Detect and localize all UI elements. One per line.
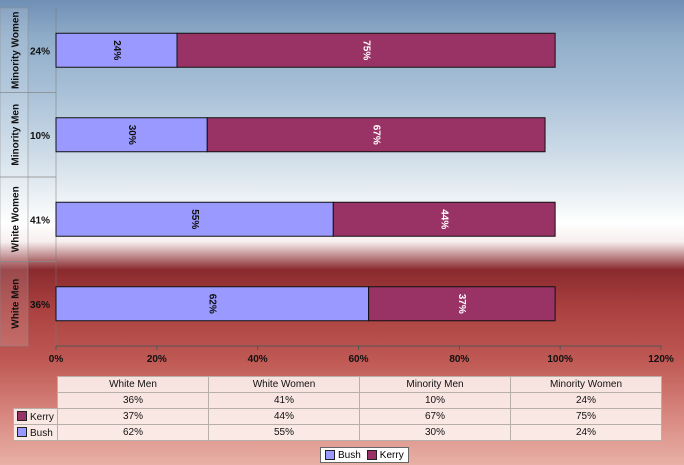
table-header-cell: Minority Women <box>510 376 662 393</box>
kerry-bar <box>332 201 556 237</box>
bush-bar <box>55 201 334 237</box>
table-row: Kerry 37% 44% 67% 75% <box>13 408 662 425</box>
kerry-legend-swatch-icon <box>366 450 377 460</box>
table-row: Bush 62% 55% 30% 24% <box>13 424 662 441</box>
bar-data-label: 67% <box>371 125 382 145</box>
table-cell: 75% <box>510 408 662 425</box>
category-label: White Men <box>11 279 22 329</box>
table-cell: 24% <box>510 424 662 441</box>
bar-data-label: 55% <box>189 209 200 229</box>
chart-legend: Bush Kerry <box>320 447 409 463</box>
stacked-bar-chart: 0% 20% 40% 60% 80% 100% 120% Minority Women 24% 2… <box>0 7 674 365</box>
legend-item-kerry: Kerry <box>366 449 404 461</box>
category-share-label: 24% <box>30 46 50 57</box>
table-cell: 44% <box>208 408 360 425</box>
table-header-cell: White Women <box>208 376 360 393</box>
kerry-bar <box>176 32 556 68</box>
data-table: White Men White Women Minority Men Minor… <box>13 376 662 441</box>
bush-bar <box>55 286 370 322</box>
table-row: 36% 41% 10% 24% <box>14 392 662 409</box>
legend-label: Bush <box>338 449 361 461</box>
table-cell: 36% <box>57 392 209 409</box>
row-label: Kerry <box>30 411 54 423</box>
x-tick-label: 80% <box>449 354 469 365</box>
table-header-row: White Men White Women Minority Men Minor… <box>14 376 662 393</box>
bar-data-label: 24% <box>111 40 122 60</box>
table-row-header-bush: Bush <box>13 424 58 441</box>
kerry-swatch-icon <box>17 410 27 421</box>
table-cell: 62% <box>57 424 209 441</box>
bush-legend-swatch-icon <box>325 450 335 460</box>
table-cell: 37% <box>57 408 209 425</box>
table-cell: 55% <box>208 424 360 441</box>
bar-data-label: 44% <box>439 209 450 229</box>
table-cell: 67% <box>359 408 511 425</box>
kerry-bar <box>368 286 556 322</box>
x-tick-label: 20% <box>147 354 167 365</box>
category-share-label: 36% <box>30 300 50 311</box>
category-share-label: 10% <box>30 131 50 142</box>
table-cell: 24% <box>510 392 662 409</box>
bush-bar <box>55 117 208 153</box>
bar-data-label: 30% <box>126 125 137 145</box>
bar-data-label: 75% <box>360 40 371 60</box>
bar-data-label: 62% <box>207 294 218 314</box>
row-label: Bush <box>30 427 53 439</box>
category-label: Minority Women <box>11 11 22 89</box>
x-tick-label: 40% <box>248 354 268 365</box>
table-header-cell: Minority Men <box>359 376 511 393</box>
kerry-bar <box>206 117 546 153</box>
table-header-cell: White Men <box>57 376 209 393</box>
table-cell: 41% <box>208 392 360 409</box>
category-label: White Women <box>11 186 22 252</box>
x-tick-label: 100% <box>547 354 573 365</box>
bush-swatch-icon <box>17 426 27 437</box>
table-cell: 30% <box>359 424 511 441</box>
x-tick-label: 0% <box>49 354 64 365</box>
legend-label: Kerry <box>379 449 404 461</box>
table-cell: 10% <box>359 392 511 409</box>
category-share-label: 41% <box>30 215 50 226</box>
category-label: Minority Men <box>11 104 22 166</box>
bar-data-label: 37% <box>456 294 467 314</box>
x-tick-label: 120% <box>648 354 674 365</box>
x-tick-label: 60% <box>348 354 368 365</box>
legend-item-bush: Bush <box>325 450 361 461</box>
table-row-header-kerry: Kerry <box>13 408 58 425</box>
